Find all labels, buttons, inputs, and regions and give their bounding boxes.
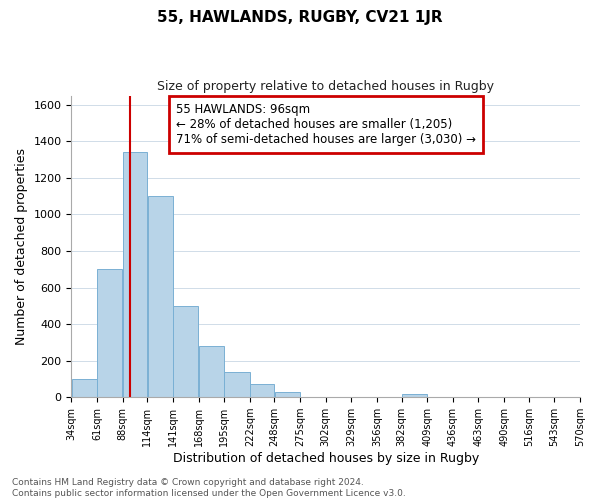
Bar: [402, 394, 427, 397]
Y-axis label: Number of detached properties: Number of detached properties: [15, 148, 28, 345]
Bar: [275, 392, 300, 397]
Bar: [97, 269, 122, 397]
Bar: [224, 372, 250, 397]
Text: 55, HAWLANDS, RUGBY, CV21 1JR: 55, HAWLANDS, RUGBY, CV21 1JR: [157, 10, 443, 25]
Bar: [199, 346, 224, 397]
Bar: [173, 306, 199, 397]
Bar: [250, 384, 274, 397]
Bar: [148, 196, 173, 397]
Bar: [71, 379, 97, 397]
X-axis label: Distribution of detached houses by size in Rugby: Distribution of detached houses by size …: [173, 452, 479, 465]
Bar: [123, 152, 147, 397]
Title: Size of property relative to detached houses in Rugby: Size of property relative to detached ho…: [157, 80, 494, 93]
Text: Contains HM Land Registry data © Crown copyright and database right 2024.
Contai: Contains HM Land Registry data © Crown c…: [12, 478, 406, 498]
Text: 55 HAWLANDS: 96sqm
← 28% of detached houses are smaller (1,205)
71% of semi-deta: 55 HAWLANDS: 96sqm ← 28% of detached hou…: [176, 103, 476, 146]
